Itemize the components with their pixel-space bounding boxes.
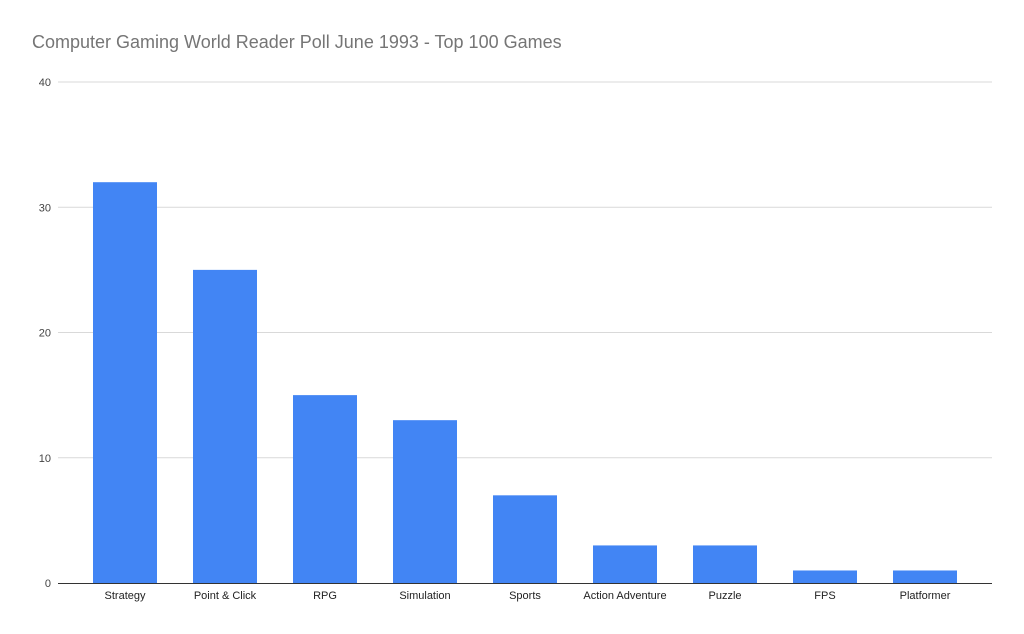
bar xyxy=(893,570,957,583)
chart-title: Computer Gaming World Reader Poll June 1… xyxy=(32,32,562,52)
x-tick-label: Puzzle xyxy=(708,590,741,602)
bar xyxy=(693,545,757,583)
x-tick-label: Point & Click xyxy=(194,590,257,602)
y-tick-label: 40 xyxy=(39,77,51,89)
bar xyxy=(393,420,457,583)
bar xyxy=(793,570,857,583)
x-tick-label: Strategy xyxy=(105,590,146,602)
x-tick-label: Simulation xyxy=(399,590,450,602)
y-tick-label: 30 xyxy=(39,202,51,214)
x-tick-label: FPS xyxy=(814,590,835,602)
x-tick-label: RPG xyxy=(313,590,337,602)
x-tick-label: Platformer xyxy=(900,590,951,602)
bar xyxy=(493,495,557,583)
bar xyxy=(293,395,357,583)
y-tick-label: 10 xyxy=(39,453,51,465)
bar xyxy=(93,182,157,583)
y-tick-label: 20 xyxy=(39,328,51,340)
bar xyxy=(193,269,257,583)
bar xyxy=(593,545,657,583)
x-tick-label: Sports xyxy=(509,590,541,602)
x-tick-label: Action Adventure xyxy=(583,590,666,602)
y-tick-label: 0 xyxy=(45,578,51,590)
